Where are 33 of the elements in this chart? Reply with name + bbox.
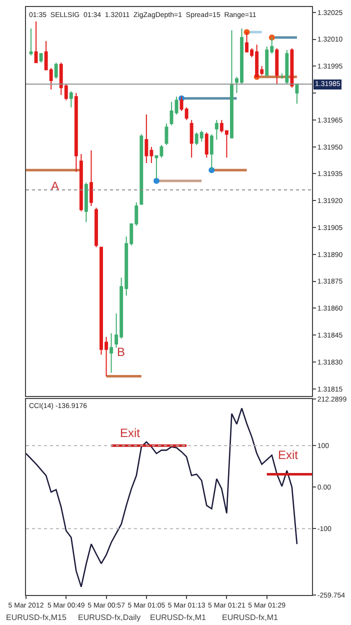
candlestick [90,150,93,206]
candlestick [214,119,218,140]
candlestick [285,50,289,85]
annotation: B [117,345,126,359]
candlestick [84,182,88,223]
candlestick [174,96,178,116]
candlestick [295,84,299,104]
point [153,178,160,184]
candlestick [79,154,83,212]
candlestick [204,132,208,158]
text: EURUSD-fx,M1 [150,613,207,622]
annotation: Exit [278,448,299,462]
annotation: Exit [120,426,141,440]
candlestick [74,92,78,172]
candlestick [275,48,279,85]
candlestick [140,134,144,205]
candlestick [170,102,174,126]
candlestick [110,332,114,374]
text: EURUSD-fx,Daily [78,613,141,622]
candlestick [39,53,43,64]
candlestick [29,28,33,56]
candlestick [190,119,194,158]
candlestick [230,30,234,138]
candlestick [69,90,73,108]
annotation: A [51,179,60,193]
candlestick [54,62,58,80]
candlestick [290,48,294,88]
text: EURUSD-fx,M1 [222,613,279,622]
line-series [26,408,298,588]
text: EURUSD-fx,M15 [6,613,68,622]
candlestick [280,72,284,80]
candlestick [94,207,98,248]
candlestick [34,20,38,64]
